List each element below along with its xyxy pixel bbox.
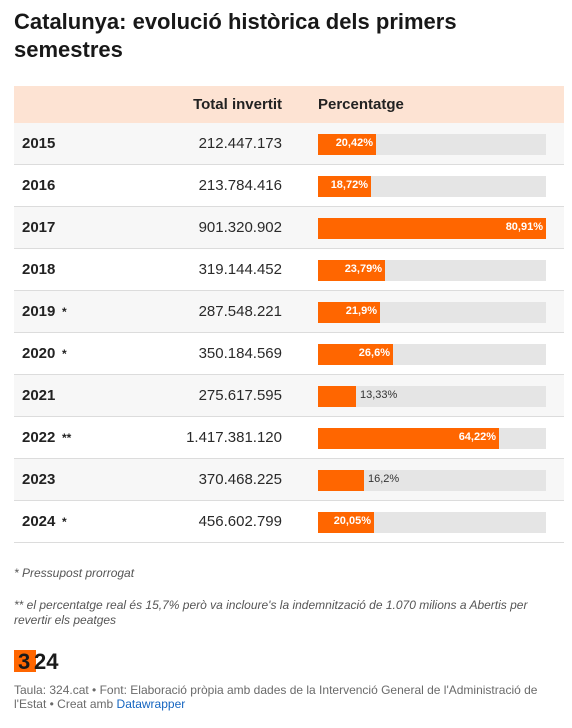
row-total-invertit: 275.617.595	[198, 387, 282, 404]
bar-track: 16,2%	[318, 470, 546, 491]
bar-fill	[318, 260, 385, 281]
data-table: Total invertit Percentatge 2015 212.447.1…	[14, 86, 564, 543]
bar-fill	[318, 176, 371, 197]
row-year: 2023	[22, 471, 56, 488]
bar-track: 80,91%	[318, 218, 546, 239]
row-year-mark: *	[62, 515, 67, 529]
row-year-mark: *	[62, 305, 67, 319]
bar-value-label: 21,9%	[345, 305, 377, 317]
row-year-mark: **	[62, 431, 72, 445]
table-row: 2021 275.617.595 13,33%	[14, 375, 564, 417]
bar-value-label: 80,91%	[505, 221, 543, 233]
row-year: 2022	[22, 429, 56, 446]
bar-track: 13,33%	[318, 386, 546, 407]
bar-fill	[318, 386, 356, 407]
row-year: 2017	[22, 219, 56, 236]
table-row: 2015 212.447.173 20,42%	[14, 123, 564, 165]
table-row: 2016 213.784.416 18,72%	[14, 165, 564, 207]
table-row: 2023 370.468.225 16,2%	[14, 459, 564, 501]
table-row: 2022 ** 1.417.381.120 64,22%	[14, 417, 564, 459]
bar-fill	[318, 428, 499, 449]
logo-square	[14, 650, 36, 672]
bar-track: 26,6%	[318, 344, 546, 365]
table-header: Total invertit Percentatge	[14, 86, 564, 123]
row-total-invertit: 456.602.799	[198, 513, 282, 530]
bar-value-label: 18,72%	[330, 179, 368, 191]
logo-text-3: 3	[18, 650, 30, 672]
table-row: 2024 * 456.602.799 20,05%	[14, 501, 564, 543]
bar-track: 20,42%	[318, 134, 546, 155]
row-year: 2020	[22, 345, 56, 362]
table-body: 2015 212.447.173 20,42% 2016 213.784.416 18,7…	[14, 123, 564, 543]
bar-value-label: 13,33%	[360, 389, 398, 401]
header-total-invertit: Total invertit	[193, 96, 282, 113]
bar-track: 20,05%	[318, 512, 546, 533]
footer-source-text: Taula: 324.cat • Font: Elaboració pròpia…	[14, 683, 538, 711]
row-year-mark: *	[62, 347, 67, 361]
bar-fill	[318, 218, 546, 239]
datawrapper-link[interactable]: Datawrapper	[116, 697, 186, 711]
footnote-prorrogat: * Pressupost prorrogat	[14, 566, 135, 580]
bar-value-label: 23,79%	[344, 263, 382, 275]
row-year: 2024	[22, 513, 56, 530]
row-total-invertit: 287.548.221	[198, 303, 282, 320]
row-year: 2019	[22, 303, 56, 320]
table-row: 2017 901.320.902 80,91%	[14, 207, 564, 249]
bar-fill	[318, 470, 364, 491]
row-total-invertit: 213.784.416	[198, 177, 282, 194]
footer-source: Taula: 324.cat • Font: Elaboració pròpia…	[14, 683, 562, 711]
header-percentatge: Percentatge	[318, 96, 404, 113]
bar-value-label: 64,22%	[458, 431, 496, 443]
row-total-invertit: 1.417.381.120	[186, 429, 282, 446]
bar-track: 21,9%	[318, 302, 546, 323]
row-year: 2015	[22, 135, 56, 152]
bar-track: 18,72%	[318, 176, 546, 197]
row-total-invertit: 212.447.173	[198, 135, 282, 152]
bar-fill	[318, 344, 393, 365]
bar-fill	[318, 512, 374, 533]
logo-text-24: 24	[34, 650, 59, 672]
row-total-invertit: 901.320.902	[198, 219, 282, 236]
table-row: 2019 * 287.548.221 21,9%	[14, 291, 564, 333]
table-row: 2018 319.144.452 23,79%	[14, 249, 564, 291]
bar-fill	[318, 302, 380, 323]
bar-track: 23,79%	[318, 260, 546, 281]
table-row: 2020 * 350.184.569 26,6%	[14, 333, 564, 375]
324-logo: 3 24	[14, 650, 59, 672]
row-year: 2021	[22, 387, 56, 404]
bar-value-label: 26,6%	[358, 347, 390, 359]
row-year: 2016	[22, 177, 56, 194]
row-total-invertit: 370.468.225	[198, 471, 282, 488]
bar-value-label: 20,42%	[335, 137, 373, 149]
row-year: 2018	[22, 261, 56, 278]
bar-fill	[318, 134, 376, 155]
row-total-invertit: 319.144.452	[198, 261, 282, 278]
bar-value-label: 20,05%	[333, 515, 371, 527]
bar-value-label: 16,2%	[368, 473, 400, 485]
footnote-abertis: ** el percentatge real és 15,7% però va …	[14, 598, 528, 627]
chart-title: Catalunya: evolució històrica dels prime…	[14, 9, 457, 62]
row-total-invertit: 350.184.569	[198, 345, 282, 362]
bar-track: 64,22%	[318, 428, 546, 449]
